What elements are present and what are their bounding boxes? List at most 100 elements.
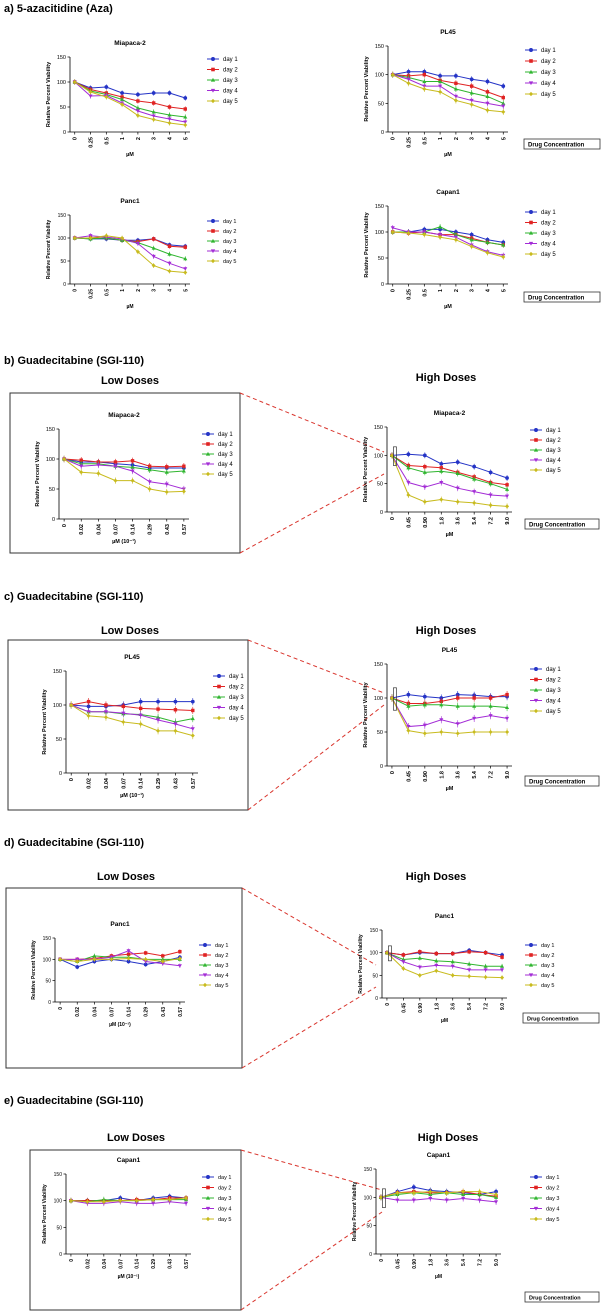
legend-label: day 1 [541, 210, 556, 216]
legend-entry: day 1 [525, 210, 556, 216]
y-tick-label: 50 [378, 256, 384, 262]
y-tick-label: 100 [54, 1199, 63, 1205]
low-doses-d: Low Doses [97, 871, 155, 883]
data-point [126, 956, 131, 961]
legend-label: day 3 [215, 963, 228, 969]
heading-c: c) Guadecitabine (SGI-110) [4, 591, 144, 603]
legend-marker [203, 953, 207, 957]
y-axis-label: Relative Percent Viability [363, 436, 369, 502]
legend-marker [205, 451, 211, 456]
low-doses-e: Low Doses [107, 1132, 165, 1144]
high-doses-b: High Doses [416, 372, 477, 384]
legend-marker [206, 432, 210, 436]
data-point [389, 453, 394, 458]
legend-entry: day 1 [207, 57, 238, 63]
legend-marker [533, 447, 539, 452]
data-point [190, 733, 195, 738]
legend-marker [205, 462, 211, 467]
data-point [130, 478, 135, 483]
legend-label: day 1 [229, 674, 244, 680]
data-point [483, 968, 488, 972]
y-tick-label: 50 [45, 979, 51, 985]
data-point [500, 975, 505, 980]
x-tick-label: 9.0 [505, 771, 511, 779]
series-day-3 [72, 235, 188, 262]
data-point [75, 959, 80, 964]
high-doses-e: High Doses [418, 1132, 479, 1144]
data-point [406, 725, 411, 729]
data-point [126, 959, 131, 964]
x-tick-label: 0.25 [89, 289, 95, 299]
data-point [505, 716, 510, 721]
legend-label: day 2 [546, 438, 561, 444]
zoom-line-e-top [240, 1149, 383, 1191]
legend-marker [210, 238, 216, 243]
legend-marker [534, 1175, 538, 1179]
series-line [392, 74, 504, 104]
legend-marker [205, 471, 211, 477]
series-day-5 [72, 233, 188, 275]
legend-marker [202, 973, 208, 978]
data-point [143, 962, 148, 967]
legend-marker [534, 1185, 538, 1190]
legend-marker [533, 467, 539, 473]
legend-entry: day 2 [207, 68, 238, 74]
series-line [60, 957, 180, 962]
legend-entry: day 4 [202, 462, 233, 468]
legend-entry: day 5 [530, 1216, 559, 1223]
data-point [439, 729, 444, 735]
legend-label: day 4 [546, 458, 561, 464]
x-tick-label: 3.6 [445, 1259, 451, 1266]
low-doses-c: Low Doses [101, 625, 159, 637]
data-point [488, 481, 493, 486]
data-point [103, 715, 108, 720]
legend-entry: day 3 [199, 962, 228, 969]
series-line [63, 458, 185, 490]
legend-entry: day 2 [530, 1186, 559, 1192]
series-day-5 [378, 1188, 499, 1201]
y-axis-label: Relative Percent Viability [46, 220, 52, 280]
x-tick-label: 9.0 [505, 517, 511, 525]
data-point [390, 72, 395, 77]
y-tick-label: 50 [378, 101, 384, 107]
data-point [86, 704, 91, 709]
data-point [469, 237, 474, 242]
data-point [501, 95, 505, 100]
legend-label: day 1 [223, 219, 236, 225]
low-dose-frame-e [29, 1149, 242, 1311]
legend-entry: day 3 [525, 230, 556, 237]
y-tick-label: 0 [59, 771, 62, 777]
series-day-1 [69, 698, 195, 710]
data-point [423, 464, 427, 469]
data-point [183, 114, 188, 119]
data-point [472, 464, 477, 469]
data-point [428, 1189, 433, 1194]
zoom-bracket [393, 446, 397, 466]
data-point [151, 1197, 156, 1202]
legend-marker [211, 219, 215, 223]
data-point [477, 1198, 482, 1203]
series-line [392, 74, 504, 113]
legend-label: day 1 [218, 1175, 231, 1181]
high-doses-c: High Doses [416, 625, 477, 637]
data-point [472, 729, 477, 735]
series-line [392, 227, 504, 256]
y-tick-label: 0 [375, 996, 378, 1002]
data-point [406, 465, 411, 470]
x-tick-label: 0.57 [178, 1007, 184, 1017]
data-point [453, 98, 458, 103]
legend-label: day 2 [215, 953, 228, 959]
data-point [505, 504, 510, 509]
x-tick-label: 7.2 [478, 1259, 484, 1266]
x-axis-label: µM [435, 1274, 442, 1280]
legend-marker [529, 943, 533, 947]
data-point [151, 263, 156, 268]
data-point [438, 79, 443, 84]
legend-entry: day 3 [202, 1195, 231, 1202]
y-tick-label: 150 [374, 662, 383, 668]
x-axis-label: µM [441, 1018, 448, 1024]
x-tick-label: 0 [62, 524, 68, 527]
legend-entry: day 2 [530, 678, 561, 684]
chart-title: Capan1 [436, 189, 460, 196]
data-point [384, 950, 389, 955]
